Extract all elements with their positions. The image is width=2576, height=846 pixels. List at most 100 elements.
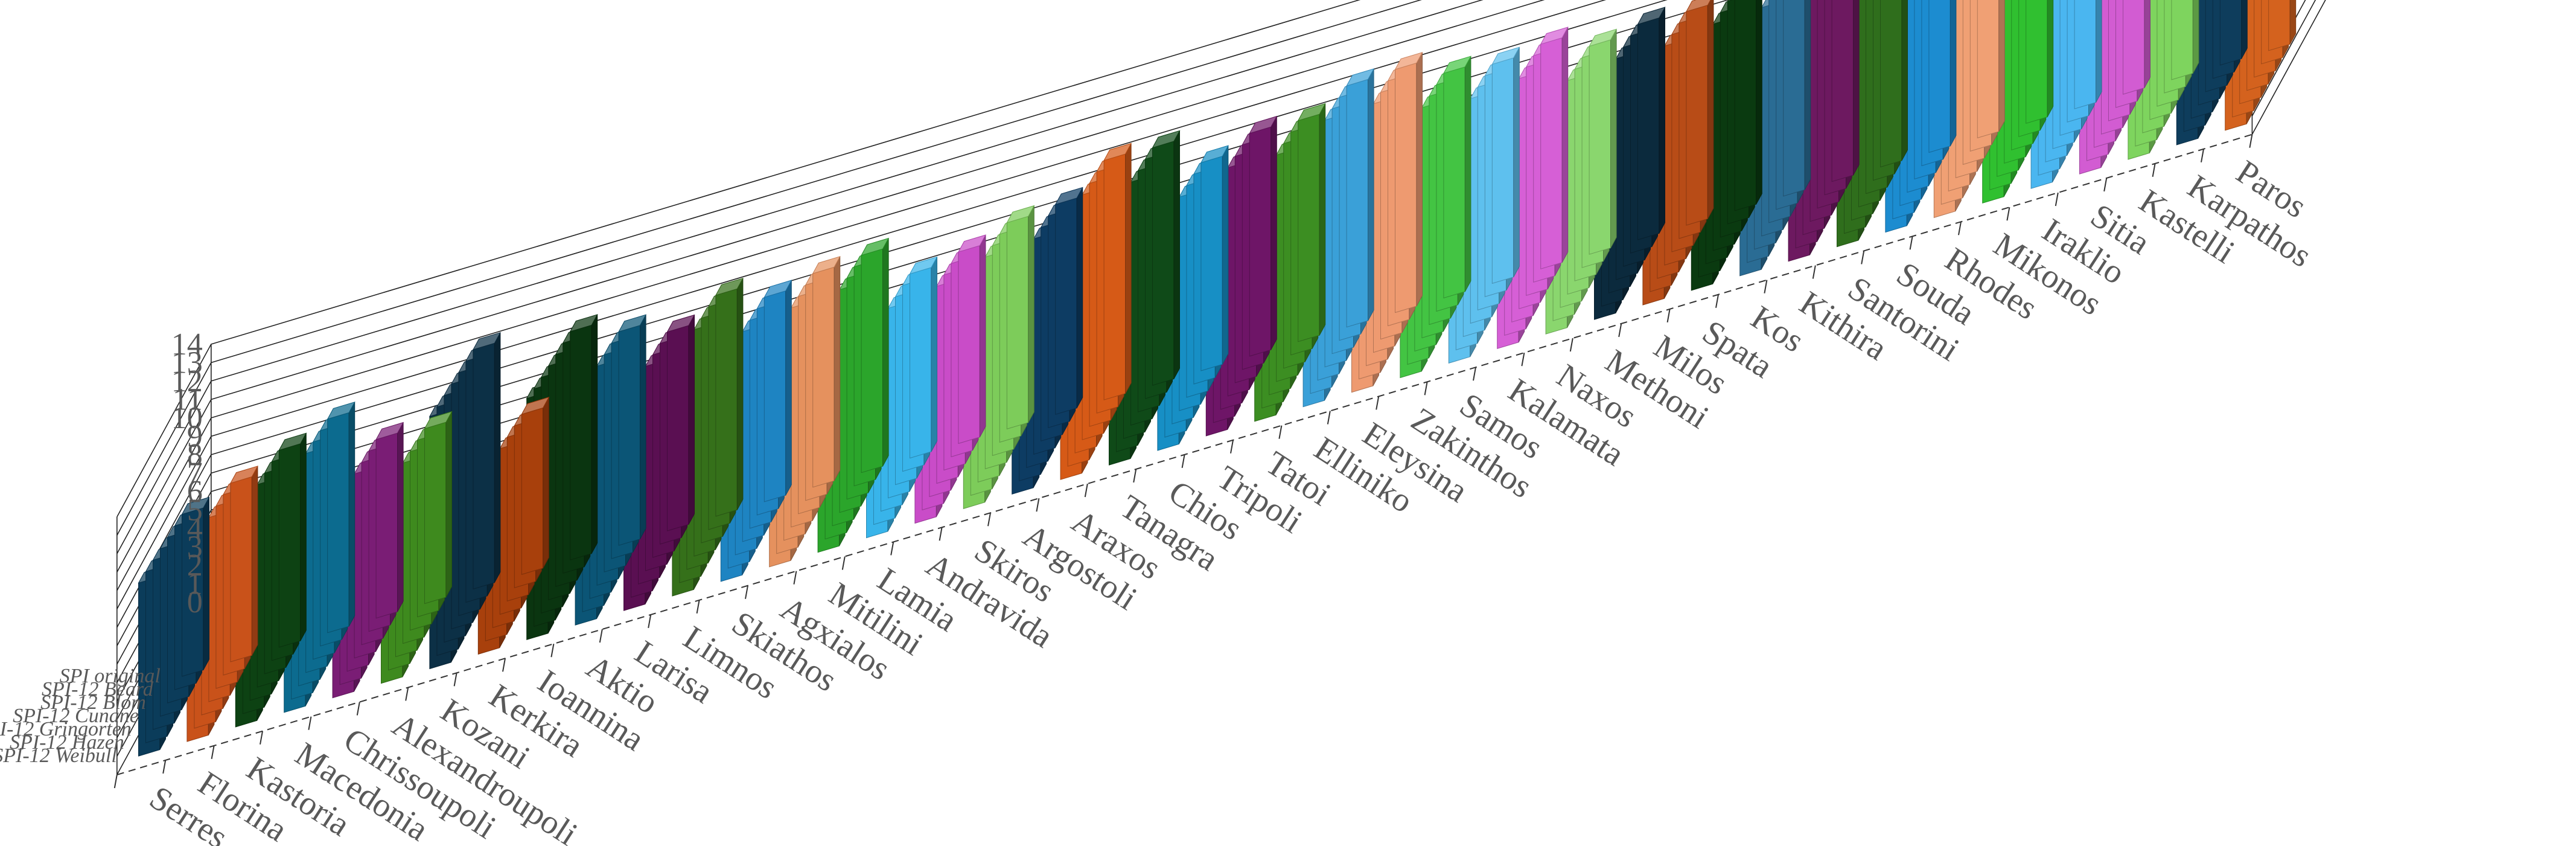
bar-rhodes-6 — [1977, 0, 2005, 139]
bar-samos-6 — [1491, 46, 1520, 284]
y-tick-label: 12 — [171, 364, 203, 399]
bar-methoni-6 — [1637, 7, 1666, 240]
series-label: SPI-12 Weibull — [0, 745, 117, 767]
x-tick — [1618, 323, 1622, 338]
x-tick — [2249, 134, 2253, 148]
series-label: SPI-12 Blom — [40, 691, 146, 714]
bar-kos-6 — [1783, 0, 1811, 197]
x-tick — [308, 716, 312, 730]
x-tick — [1569, 338, 1573, 352]
x-tick — [1084, 483, 1088, 498]
x-tick — [1036, 498, 1040, 512]
bar-mikonos-6 — [2026, 0, 2054, 124]
x-tick — [1473, 367, 1476, 381]
gridline — [116, 0, 1361, 518]
bar-alexandroupoli-6 — [424, 411, 453, 604]
y-tick-label: 6 — [187, 475, 203, 509]
y-tick-label: 14 — [171, 327, 203, 362]
bar-milos-6 — [1685, 0, 1714, 226]
bar-larisa-6 — [666, 314, 695, 531]
x-tick — [1715, 294, 1719, 308]
x-tick — [1521, 352, 1525, 367]
x-tick — [550, 643, 555, 658]
x-tick — [841, 556, 846, 570]
y-tick-label: 10 — [171, 401, 203, 435]
x-tick — [502, 658, 506, 672]
bar-serres-6 — [181, 496, 210, 677]
bar-sitia-6 — [2123, 0, 2150, 95]
x-tick — [405, 687, 409, 701]
x-tick — [648, 614, 652, 629]
bar-santorini-6 — [1880, 0, 1908, 168]
bar-kozani-6 — [472, 332, 501, 590]
bar-limnos-6 — [715, 277, 744, 517]
bar-eleysina-6 — [1394, 51, 1423, 313]
x-tick — [696, 600, 700, 614]
x-tick — [1958, 222, 1962, 236]
bar-skiros-6 — [1006, 205, 1035, 430]
x-tick — [2103, 178, 2108, 192]
y-tick-label: 9 — [187, 420, 203, 454]
bar-naxos-6 — [1589, 28, 1618, 255]
y-tick-label: 5 — [187, 493, 203, 528]
y-tick-label: 11 — [173, 383, 203, 417]
x-tick — [1376, 396, 1380, 410]
y-tick-label: 2 — [187, 548, 203, 583]
bar-kastoria-6 — [278, 432, 307, 648]
x-tick — [599, 629, 603, 643]
series-label: SPI-12 Gringorten — [0, 718, 132, 740]
gridline — [116, 0, 1607, 591]
bar-spata-6 — [1734, 0, 1762, 211]
y-tick-label: 7 — [187, 457, 203, 491]
x-tick — [793, 571, 797, 585]
bar-andravida-6 — [957, 234, 986, 444]
bar-chrissoupoli-6 — [375, 421, 404, 619]
x-tick — [1133, 469, 1137, 483]
bar-kalamata-6 — [1540, 27, 1569, 269]
bar-tatoi-6 — [1297, 103, 1326, 342]
bar-iraklio-6 — [2074, 0, 2102, 109]
series-label: SPI-12 Beard — [42, 678, 154, 700]
bar-tanagra-6 — [1152, 130, 1181, 386]
bar-araxos-6 — [1103, 143, 1132, 400]
x-tick — [2006, 207, 2010, 221]
bar-aktio-6 — [618, 314, 647, 546]
bar-kastelli-6 — [2171, 0, 2199, 80]
x-tick — [453, 673, 457, 687]
x-tick — [2055, 192, 2059, 207]
bar-macedonia-6 — [327, 401, 355, 633]
x-tick — [890, 542, 894, 556]
y-tick-label: 1 — [187, 567, 203, 601]
x-tick — [1181, 454, 1185, 469]
bar-karpathos-6 — [2219, 0, 2248, 66]
bar-ioannina-6 — [569, 314, 598, 560]
series-label: SPI-12 Cunane — [13, 705, 139, 727]
bar-tripoli-6 — [1249, 115, 1278, 357]
gridline — [116, 0, 1729, 628]
y-tick-label: 0 — [187, 585, 203, 620]
x-tick — [211, 745, 215, 760]
bar-elliniko-6 — [1346, 68, 1375, 328]
y-tick-label: 13 — [171, 346, 203, 380]
x-tick — [356, 702, 360, 716]
x-tick — [260, 731, 263, 745]
bar-skiathos-6 — [764, 280, 792, 502]
x-tick — [113, 774, 118, 789]
bar-paros-6 — [2268, 0, 2297, 51]
bar-chios-6 — [1200, 145, 1229, 371]
gridline — [116, 0, 1484, 554]
bar-souda-6 — [1928, 0, 1957, 153]
bars-layer — [138, 0, 2297, 757]
bar-florina-6 — [229, 466, 258, 662]
bar-argostoli-6 — [1054, 187, 1083, 415]
y-tick-label: 4 — [187, 511, 203, 546]
bar-mitilini-6 — [861, 237, 890, 473]
series-label: SPI-12 Hazen — [10, 731, 124, 754]
x-tick — [1861, 251, 1865, 264]
x-tick — [1278, 425, 1283, 439]
x-tick — [1909, 236, 1913, 250]
x-tick — [2201, 149, 2204, 162]
gridline — [116, 0, 1422, 536]
series-label: SPI original — [60, 665, 161, 687]
